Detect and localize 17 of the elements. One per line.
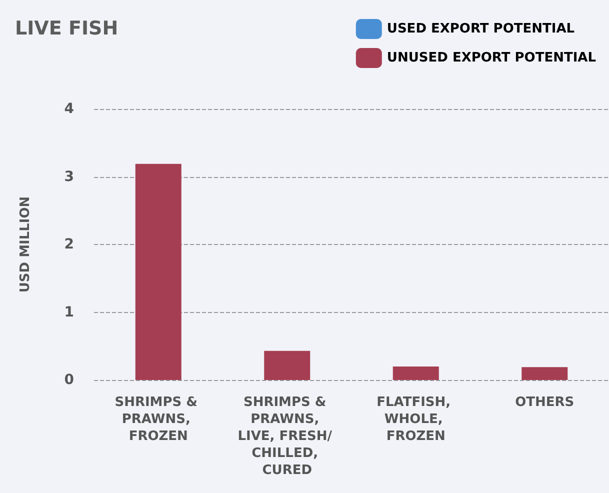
- legend-label: USED EXPORT POTENTIAL: [386, 22, 575, 36]
- y-tick-label: 4: [64, 101, 74, 117]
- y-tick-label: 1: [64, 304, 74, 320]
- x-tick-label: FLATFISH, WHOLE, FROZEN: [376, 395, 456, 444]
- x-tick-label: SHRIMPS & PRAWNS, LIVE, FRESH/ CHILLED, CURED: [238, 395, 337, 478]
- y-tick-label: 0: [64, 372, 74, 388]
- x-tick-label: SHRIMPS & PRAWNS, FROZEN: [114, 395, 202, 444]
- y-tick-label: 2: [64, 236, 74, 252]
- bar: [135, 164, 182, 380]
- chart-title: LIVE FISH: [15, 18, 118, 40]
- bar: [264, 350, 310, 380]
- x-tick-label: OTHERS: [515, 395, 574, 410]
- bar: [522, 367, 568, 380]
- legend-label: UNUSED EXPORT POTENTIAL: [386, 50, 596, 66]
- y-axis-title: USD MILLION: [18, 196, 33, 293]
- bar: [392, 366, 439, 380]
- y-tick-label: 3: [64, 168, 74, 185]
